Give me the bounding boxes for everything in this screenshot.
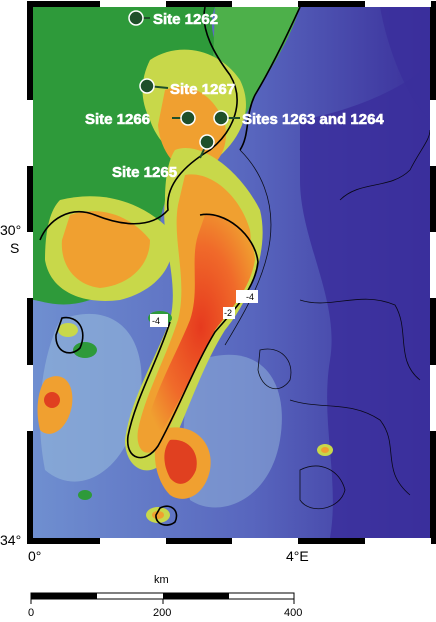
- frame-ticks: [27, 1, 436, 544]
- scale-unit-label: km: [154, 574, 169, 586]
- latitude-30-label: 30°: [0, 222, 21, 238]
- latitude-34-label: 34°: [0, 532, 21, 548]
- latitude-hemisphere-label: S: [10, 240, 19, 256]
- contour-lines: [39, 7, 301, 526]
- site-1265-label: Site 1265: [112, 164, 177, 181]
- scale-tick-400: 400: [284, 607, 302, 619]
- site-1267-marker[interactable]: [139, 78, 155, 94]
- contour-label: -2: [224, 308, 232, 318]
- map-surface: [33, 7, 430, 538]
- contour-label: -4: [246, 292, 254, 302]
- site-markers: Site 1262 Site 1267 Site 1266 Sites 1263…: [85, 10, 385, 181]
- site-1262-label: Site 1262: [153, 11, 218, 28]
- site-1266-label: Site 1266: [85, 111, 150, 128]
- site-1267-label: Site 1267: [170, 81, 235, 98]
- sites-1263-1264-marker[interactable]: [213, 110, 229, 126]
- scale-tick-0: 0: [28, 607, 34, 619]
- longitude-0-label: 0°: [28, 548, 41, 564]
- site-1266-marker[interactable]: [180, 110, 196, 126]
- scale-bar: km 0 200 400: [28, 574, 302, 619]
- contour-label: -4: [152, 316, 160, 326]
- site-1262-marker[interactable]: [128, 10, 144, 26]
- contour-value-labels: -4 -2 -4: [150, 290, 258, 327]
- longitude-4e-label: 4°E: [286, 548, 309, 564]
- sites-1263-1264-label: Sites 1263 and 1264: [242, 111, 384, 128]
- site-1265-marker[interactable]: [199, 134, 215, 150]
- scale-tick-200: 200: [153, 607, 171, 619]
